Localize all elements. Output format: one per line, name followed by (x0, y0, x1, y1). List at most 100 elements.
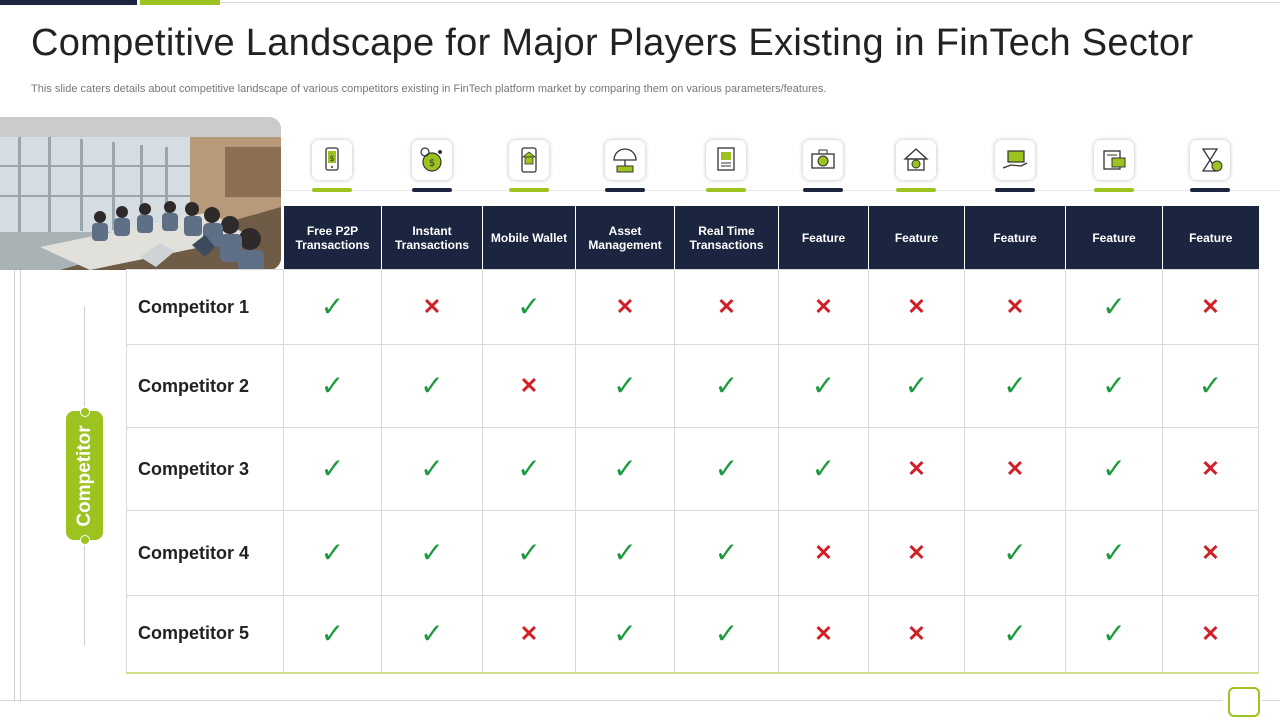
cross-icon: ✕ (1201, 620, 1220, 646)
check-icon: ✓ (1102, 453, 1126, 484)
feature-icon-cell: $ (411, 140, 452, 192)
cross-icon: ✕ (907, 456, 926, 481)
mobile-payment-icon: $ (312, 140, 352, 180)
feature-cell: ✓ (381, 510, 483, 596)
feature-icon-cell (803, 140, 843, 192)
bottom-divider (0, 700, 1222, 701)
top-accent-bar-green (140, 0, 220, 5)
feature-header: Feature (868, 206, 965, 270)
cross-icon: ✕ (907, 540, 926, 565)
feature-cell: ✓ (674, 510, 779, 596)
feature-header: Feature (1065, 206, 1163, 270)
check-icon: ✓ (714, 617, 739, 649)
cross-icon: ✕ (814, 294, 833, 319)
feature-icon-underline (1093, 188, 1134, 192)
feature-cell: ✓ (482, 269, 576, 345)
feature-cell: ✓ (1065, 510, 1163, 596)
competitor-row: Competitor 5 ✓ ✓ ✕ ✓ ✓ ✕ ✕ ✓ ✓ ✕ (126, 595, 1259, 674)
feature-header: Asset Management (575, 206, 675, 270)
feature-icon-underline (803, 188, 843, 192)
umbrella-money-icon (604, 140, 645, 180)
feature-cell: ✕ (1162, 269, 1259, 345)
check-icon: ✓ (320, 453, 345, 484)
cross-icon: ✕ (519, 373, 539, 398)
feature-cell: ✓ (1065, 344, 1163, 428)
competitor-row: Competitor 1 ✓ ✕ ✓ ✕ ✕ ✕ ✕ ✕ ✓ ✕ (126, 269, 1259, 345)
feature-icon-underline (604, 188, 645, 192)
check-icon: ✓ (714, 370, 739, 401)
feature-cell: ✓ (283, 595, 382, 674)
competitor-name: Competitor 4 (126, 510, 284, 596)
feature-icon-underline (312, 188, 352, 192)
feature-cell: ✓ (283, 427, 382, 511)
feature-cell: ✓ (964, 510, 1066, 596)
competitor-axis-dot (80, 407, 90, 417)
competitor-name: Competitor 2 (126, 344, 284, 428)
feature-cell: ✓ (674, 344, 779, 428)
page-number-box (1228, 687, 1260, 717)
feature-icon-cell (896, 140, 936, 192)
competitor-side-label: Competitor (66, 411, 103, 540)
check-icon: ✓ (517, 537, 541, 568)
feature-cell: ✓ (575, 427, 675, 511)
feature-cell: ✕ (1162, 427, 1259, 511)
cross-icon: ✕ (1201, 540, 1220, 565)
feature-header: Feature (778, 206, 869, 270)
coin-gear-icon: $ (411, 140, 452, 180)
cross-icon: ✕ (422, 294, 442, 319)
check-icon: ✓ (420, 617, 444, 649)
feature-icon-underline (508, 188, 549, 192)
feature-cell: ✕ (1162, 595, 1259, 674)
cross-icon: ✕ (519, 620, 539, 646)
meeting-room-photo (0, 117, 281, 270)
feature-cell: ✕ (778, 269, 869, 345)
check-icon: ✓ (320, 370, 345, 401)
check-icon: ✓ (1003, 370, 1027, 401)
feature-cell: ✓ (381, 344, 483, 428)
check-icon: ✓ (1102, 370, 1126, 401)
check-icon: ✓ (613, 617, 637, 649)
check-icon: ✓ (1003, 537, 1027, 568)
competitor-row: Competitor 4 ✓ ✓ ✓ ✓ ✓ ✕ ✕ ✓ ✓ ✕ (126, 510, 1259, 596)
cross-icon: ✕ (907, 620, 926, 646)
feature-comparison-table: Free P2P Transactions Instant Transaction… (126, 206, 1259, 674)
feature-cell: ✕ (482, 595, 576, 674)
cross-icon: ✕ (814, 620, 833, 646)
check-icon: ✓ (613, 453, 637, 484)
feature-icon-underline (994, 188, 1035, 192)
check-icon: ✓ (320, 617, 345, 649)
feature-cell: ✕ (964, 269, 1066, 345)
feature-cell: ✕ (868, 595, 965, 674)
feature-cell: ✕ (868, 269, 965, 345)
feature-cell: ✓ (283, 344, 382, 428)
competitor-row: Competitor 2 ✓ ✓ ✕ ✓ ✓ ✓ ✓ ✓ ✓ ✓ (126, 344, 1259, 428)
cross-icon: ✕ (1201, 456, 1220, 481)
check-icon: ✓ (517, 291, 541, 322)
hand-money-icon (994, 140, 1035, 180)
check-icon: ✓ (1102, 291, 1126, 322)
competitor-side-label-text: Competitor (73, 424, 95, 527)
check-icon: ✓ (1003, 617, 1027, 649)
feature-icon-cell (508, 140, 549, 192)
feature-cell: ✓ (575, 510, 675, 596)
feature-icon-underline (411, 188, 452, 192)
check-icon: ✓ (1198, 370, 1223, 401)
feature-cell: ✓ (283, 510, 382, 596)
competitor-name: Competitor 3 (126, 427, 284, 511)
competitor-name: Competitor 1 (126, 269, 284, 345)
check-icon: ✓ (904, 370, 929, 401)
bill-card-icon (1093, 140, 1134, 180)
feature-icon-underline (706, 188, 746, 192)
page-subtitle: This slide caters details about competit… (31, 83, 827, 95)
feature-header: Feature (964, 206, 1066, 270)
cross-icon: ✕ (615, 294, 635, 319)
icon-strip-divider (283, 190, 1280, 191)
competitor-name: Competitor 5 (126, 595, 284, 674)
feature-cell: ✕ (674, 269, 779, 345)
top-divider (220, 2, 1280, 3)
check-icon: ✓ (420, 370, 444, 401)
document-money-icon (706, 140, 746, 180)
cross-icon: ✕ (717, 294, 736, 319)
competitor-row: Competitor 3 ✓ ✓ ✓ ✓ ✓ ✓ ✕ ✕ ✓ ✕ (126, 427, 1259, 511)
feature-header: Instant Transactions (381, 206, 483, 270)
